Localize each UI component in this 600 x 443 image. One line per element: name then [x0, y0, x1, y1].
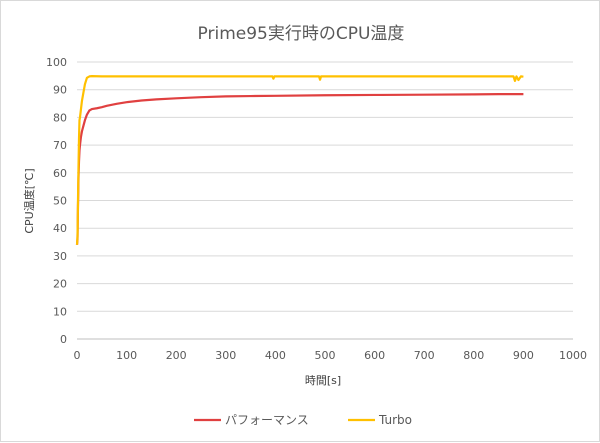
x-tick-label: 800: [463, 349, 484, 362]
y-tick-label: 10: [53, 305, 67, 318]
legend: パフォーマンス Turbo: [194, 413, 412, 427]
gridlines: [77, 61, 573, 312]
x-tick-label: 0: [74, 349, 81, 362]
y-tick-label: 40: [53, 222, 67, 235]
y-tick-label: 90: [53, 84, 67, 97]
x-tick-label: 200: [166, 349, 187, 362]
y-axis-ticks: 0 10 20 30 40 50 60 70 80 90 100: [46, 56, 67, 346]
x-tick-label: 600: [364, 349, 385, 362]
y-tick-label: 100: [46, 56, 67, 69]
y-tick-label: 80: [53, 111, 67, 124]
x-axis-label: 時間[s]: [305, 374, 341, 387]
x-tick-label: 900: [513, 349, 534, 362]
y-tick-label: 50: [53, 195, 67, 208]
y-tick-label: 30: [53, 250, 67, 263]
y-tick-label: 60: [53, 167, 67, 180]
x-tick-label: 1000: [559, 349, 587, 362]
x-tick-label: 700: [414, 349, 435, 362]
x-tick-label: 100: [116, 349, 137, 362]
y-tick-label: 0: [60, 333, 67, 346]
y-tick-label: 70: [53, 139, 67, 152]
x-tick-label: 300: [215, 349, 236, 362]
x-tick-label: 400: [265, 349, 286, 362]
legend-label-turbo: Turbo: [378, 413, 412, 427]
series-line-performance: [75, 93, 524, 245]
x-axis-ticks: 0 100 200 300 400 500 600 700 800 900 1000: [74, 349, 588, 362]
legend-label-performance: パフォーマンス: [225, 413, 309, 427]
plot-lines: [75, 75, 524, 245]
y-tick-label: 20: [53, 278, 67, 291]
series-line-turbo: [75, 75, 524, 245]
x-tick-label: 500: [315, 349, 336, 362]
chart-title: Prime95実行時のCPU温度: [198, 24, 405, 44]
y-axis-label: CPU温度[℃]: [22, 168, 36, 233]
